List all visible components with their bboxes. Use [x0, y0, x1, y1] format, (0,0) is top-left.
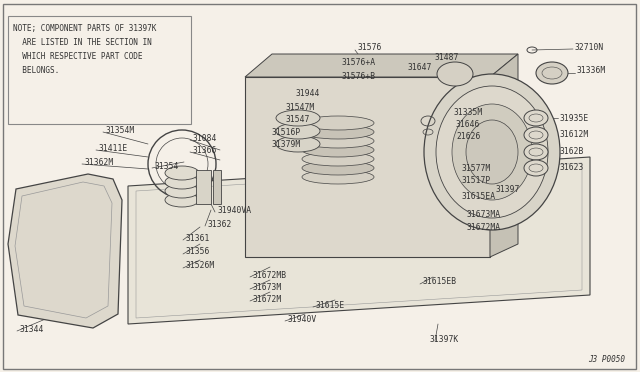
Text: 31547M: 31547M — [286, 103, 316, 112]
Polygon shape — [128, 157, 590, 324]
Text: 31672MA: 31672MA — [467, 222, 501, 231]
Text: 31397K: 31397K — [430, 334, 460, 343]
Text: 31576+A: 31576+A — [342, 58, 376, 67]
FancyBboxPatch shape — [3, 4, 636, 369]
Bar — [196, 170, 211, 204]
Ellipse shape — [302, 143, 374, 157]
Text: 3162B: 3162B — [560, 147, 584, 155]
Ellipse shape — [424, 74, 560, 230]
Text: 31354: 31354 — [155, 161, 179, 170]
Text: 31362M: 31362M — [85, 157, 115, 167]
Text: 31646: 31646 — [456, 119, 481, 128]
Text: 31576+B: 31576+B — [342, 71, 376, 80]
Ellipse shape — [165, 184, 199, 198]
Ellipse shape — [302, 170, 374, 184]
Text: 31517P: 31517P — [462, 176, 492, 185]
Text: 31940V: 31940V — [288, 314, 317, 324]
Ellipse shape — [276, 136, 320, 152]
Text: 31647: 31647 — [408, 62, 433, 71]
Text: 31940VA: 31940VA — [218, 205, 252, 215]
Ellipse shape — [466, 120, 518, 184]
Text: 31935E: 31935E — [560, 113, 589, 122]
Text: 31615EB: 31615EB — [423, 278, 457, 286]
Ellipse shape — [302, 152, 374, 166]
Ellipse shape — [276, 110, 320, 126]
FancyBboxPatch shape — [8, 16, 191, 124]
Text: 31344: 31344 — [20, 324, 44, 334]
Text: 31615EA: 31615EA — [462, 192, 496, 201]
Text: 31623: 31623 — [560, 163, 584, 171]
Text: 31366: 31366 — [193, 145, 218, 154]
Text: 31487: 31487 — [435, 52, 460, 61]
Text: 31672M: 31672M — [253, 295, 282, 304]
Ellipse shape — [165, 175, 199, 189]
Text: 31411E: 31411E — [99, 144, 128, 153]
Text: 31577M: 31577M — [462, 164, 492, 173]
Polygon shape — [245, 54, 518, 77]
Text: 31354M: 31354M — [106, 125, 135, 135]
Ellipse shape — [302, 134, 374, 148]
Text: BELONGS.: BELONGS. — [13, 66, 60, 75]
Text: 31084: 31084 — [193, 134, 218, 142]
Text: 31672MB: 31672MB — [253, 270, 287, 279]
Text: 31576: 31576 — [358, 42, 382, 51]
Ellipse shape — [524, 144, 548, 160]
Ellipse shape — [437, 62, 473, 86]
Text: 32710N: 32710N — [575, 42, 604, 51]
Text: 21626: 21626 — [456, 131, 481, 141]
Text: WHICH RESPECTIVE PART CODE: WHICH RESPECTIVE PART CODE — [13, 52, 143, 61]
Ellipse shape — [452, 104, 532, 200]
Text: 31397: 31397 — [496, 185, 520, 193]
Text: 31526M: 31526M — [186, 262, 215, 270]
Text: 31379M: 31379M — [272, 140, 301, 148]
Text: 31673M: 31673M — [253, 282, 282, 292]
Bar — [213, 170, 221, 204]
Ellipse shape — [524, 110, 548, 126]
Text: 31673MA: 31673MA — [467, 209, 501, 218]
Ellipse shape — [276, 123, 320, 139]
Text: 31615E: 31615E — [316, 301, 345, 310]
Ellipse shape — [165, 166, 199, 180]
Text: 31336M: 31336M — [577, 65, 606, 74]
Ellipse shape — [524, 127, 548, 143]
Polygon shape — [245, 77, 490, 257]
Text: 31612M: 31612M — [560, 129, 589, 138]
Text: 31356: 31356 — [186, 247, 211, 257]
Text: J3 P0050: J3 P0050 — [588, 355, 625, 364]
Text: ARE LISTED IN THE SECTION IN: ARE LISTED IN THE SECTION IN — [13, 38, 152, 47]
Ellipse shape — [302, 161, 374, 175]
Ellipse shape — [524, 160, 548, 176]
Ellipse shape — [302, 116, 374, 130]
Ellipse shape — [165, 193, 199, 207]
Text: 31944: 31944 — [296, 89, 321, 97]
Polygon shape — [490, 54, 518, 257]
Text: 31335M: 31335M — [454, 108, 483, 116]
Polygon shape — [8, 174, 122, 328]
Text: 31362: 31362 — [208, 219, 232, 228]
Text: 31516P: 31516P — [272, 128, 301, 137]
Ellipse shape — [436, 86, 548, 218]
Text: 31547: 31547 — [286, 115, 310, 124]
Ellipse shape — [302, 125, 374, 139]
Text: NOTE; COMPONENT PARTS OF 31397K: NOTE; COMPONENT PARTS OF 31397K — [13, 24, 156, 33]
Text: 31361: 31361 — [186, 234, 211, 243]
Ellipse shape — [536, 62, 568, 84]
